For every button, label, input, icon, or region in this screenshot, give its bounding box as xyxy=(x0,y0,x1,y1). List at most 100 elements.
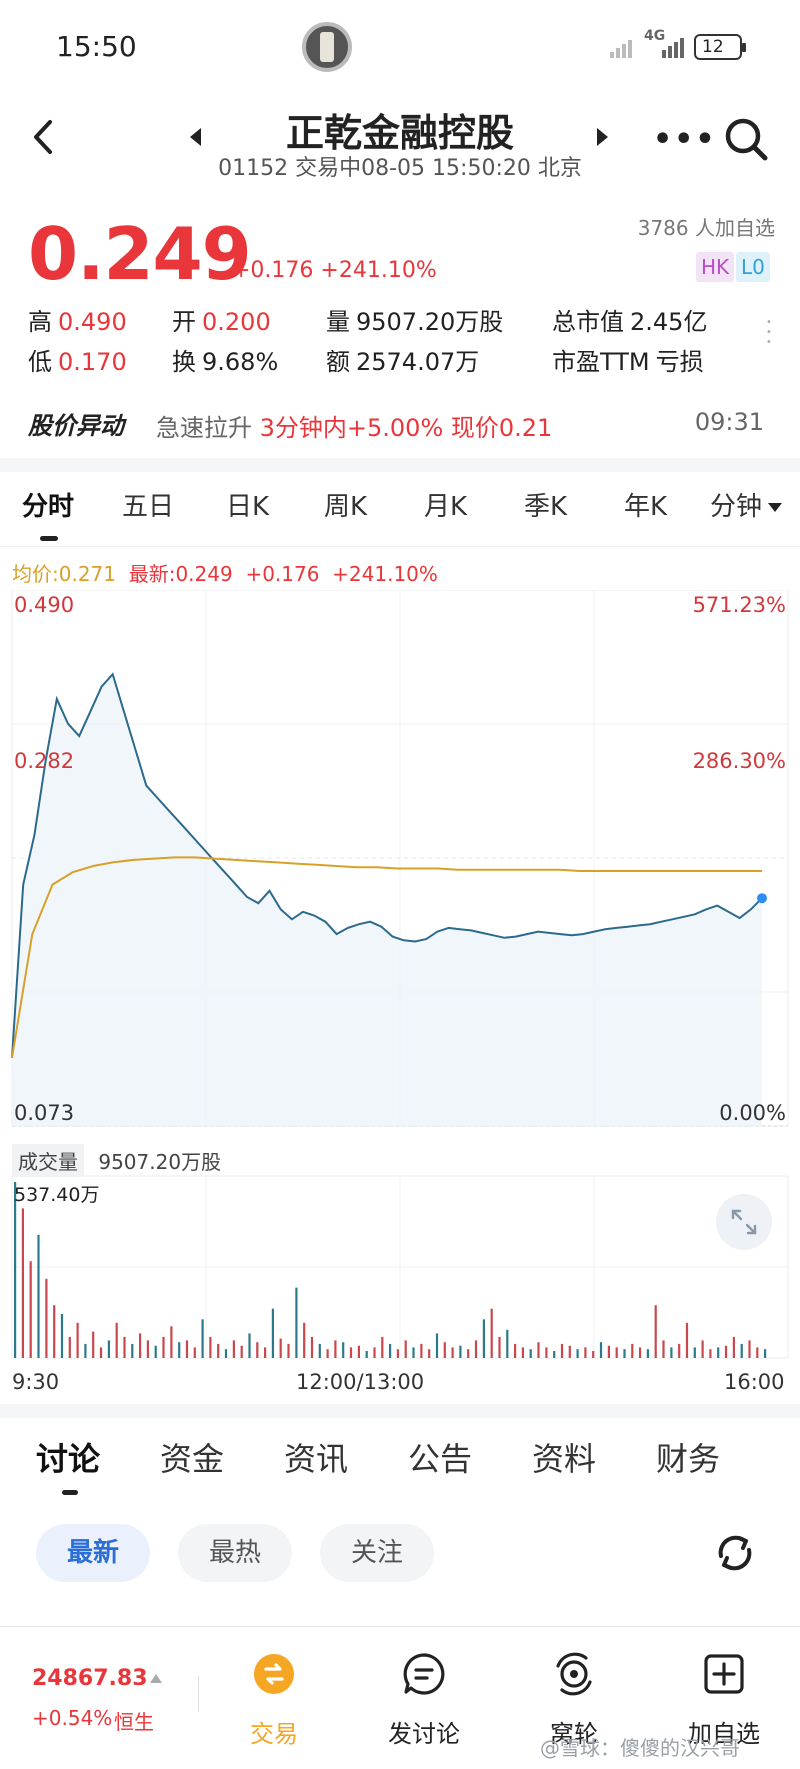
more-icon[interactable]: ••• xyxy=(653,122,717,157)
stat-open: 开 0.200 xyxy=(172,308,271,336)
tab-news[interactable]: 资讯 xyxy=(284,1440,349,1478)
volume-header: 成交量 9507.20万股 xyxy=(12,1144,221,1177)
next-stock-icon[interactable] xyxy=(597,128,608,146)
volume-bar xyxy=(764,1349,767,1358)
expand-stats-icon[interactable]: • • • xyxy=(766,317,772,348)
add-watchlist-icon[interactable] xyxy=(702,1652,746,1696)
index-value[interactable]: 24867.83 xyxy=(32,1666,148,1691)
nav-warrant[interactable]: 窝轮 xyxy=(550,1720,598,1748)
filter-following[interactable]: 关注 xyxy=(320,1524,434,1582)
alert-time: 09:31 xyxy=(694,408,764,436)
level-badge: L0 xyxy=(736,252,770,282)
prev-stock-icon[interactable] xyxy=(190,128,201,146)
nav-add-watchlist[interactable]: 加自选 xyxy=(688,1720,760,1748)
tab-quarterly-k[interactable]: 季K xyxy=(524,492,568,522)
volume-bar xyxy=(271,1308,274,1358)
volume-bar xyxy=(178,1342,181,1358)
stat-amount: 额 2574.07万 xyxy=(326,348,480,376)
volume-bar xyxy=(568,1345,571,1358)
warrant-icon[interactable] xyxy=(552,1652,596,1696)
volume-bar xyxy=(490,1308,493,1358)
tab-weekly-k[interactable]: 周K xyxy=(324,492,368,522)
volume-bar xyxy=(607,1345,610,1358)
chart-tabs: 分时 五日 日K 周K 月K 季K 年K 分钟 xyxy=(0,486,800,542)
volume-bar xyxy=(131,1343,134,1358)
y-axis-left-label: 0.282 xyxy=(14,749,74,773)
back-icon[interactable] xyxy=(28,118,58,156)
y-axis-right-label: 286.30% xyxy=(693,749,786,773)
trade-icon[interactable] xyxy=(252,1652,296,1696)
volume-label: 成交量 xyxy=(12,1144,84,1177)
volume-bar xyxy=(381,1336,384,1358)
search-icon[interactable] xyxy=(723,116,769,162)
tab-financials[interactable]: 财务 xyxy=(656,1440,721,1478)
volume-bar xyxy=(459,1345,462,1358)
legend-latest: 最新:0.249 xyxy=(128,562,233,586)
volume-bar xyxy=(654,1305,657,1358)
tab-five-day[interactable]: 五日 xyxy=(122,492,175,522)
volume-total: 9507.20万股 xyxy=(98,1150,222,1174)
volume-bar xyxy=(193,1347,196,1358)
battery-icon: 12 xyxy=(694,34,746,60)
tab-profile[interactable]: 资料 xyxy=(532,1440,597,1478)
fullscreen-icon[interactable] xyxy=(716,1194,772,1250)
index-change: +0.54% xyxy=(32,1706,113,1730)
volume-bar xyxy=(185,1340,189,1358)
volume-bar xyxy=(443,1342,446,1358)
stat-low: 低 0.170 xyxy=(28,348,127,376)
chart-legend: 均价:0.271 最新:0.249 +0.176 +241.10% xyxy=(12,558,438,587)
post-discussion-icon[interactable] xyxy=(402,1652,446,1696)
volume-bar xyxy=(21,1208,24,1358)
volume-bar xyxy=(139,1333,142,1358)
volume-max-label: 537.40万 xyxy=(14,1184,100,1206)
volume-bar xyxy=(435,1333,439,1358)
volume-bar xyxy=(123,1336,126,1358)
volume-bar xyxy=(553,1351,556,1358)
volume-bar xyxy=(232,1340,235,1358)
volume-bar xyxy=(389,1343,392,1358)
volume-bar xyxy=(76,1322,79,1358)
tab-discussion[interactable]: 讨论 xyxy=(36,1440,101,1478)
volume-bar xyxy=(29,1261,32,1358)
volume-bar xyxy=(560,1343,564,1358)
volume-bar xyxy=(474,1340,478,1358)
tab-yearly-k[interactable]: 年K xyxy=(624,492,668,522)
stat-market-cap: 总市值 2.45亿 xyxy=(552,308,708,336)
legend-pct: +241.10% xyxy=(332,562,438,586)
bottom-divider xyxy=(198,1676,199,1712)
chevron-down-icon xyxy=(768,503,783,512)
volume-bar xyxy=(357,1345,360,1358)
bottom-bar xyxy=(0,1626,800,1769)
tab-announcements[interactable]: 公告 xyxy=(408,1440,473,1478)
volume-bar xyxy=(482,1319,485,1358)
volume-bar xyxy=(724,1345,728,1358)
volume-bar xyxy=(467,1349,470,1358)
tab-minute[interactable]: 分钟 xyxy=(710,486,783,523)
refresh-icon[interactable] xyxy=(712,1530,758,1576)
filter-latest[interactable]: 最新 xyxy=(36,1524,150,1582)
cell-signal-icon xyxy=(662,32,684,58)
nav-post-discussion[interactable]: 发讨论 xyxy=(388,1720,460,1748)
volume-bar xyxy=(756,1347,759,1358)
nav-trade[interactable]: 交易 xyxy=(250,1720,298,1748)
tab-active-indicator xyxy=(40,536,58,541)
tab-daily-k[interactable]: 日K xyxy=(226,492,270,522)
y-axis-right-label: 0.00% xyxy=(719,1101,786,1125)
alert-text[interactable]: 急速拉升 3分钟内+5.00% 现价0.21 xyxy=(156,414,553,442)
volume-bar xyxy=(310,1336,314,1358)
tab-intraday[interactable]: 分时 xyxy=(22,492,75,522)
volume-bar xyxy=(318,1343,321,1358)
legend-avg: 均价:0.271 xyxy=(12,562,116,586)
volume-bar xyxy=(248,1333,251,1358)
volume-bar xyxy=(107,1340,110,1358)
signal-icon xyxy=(610,32,632,58)
tab-monthly-k[interactable]: 月K xyxy=(424,492,468,522)
tab-capital[interactable]: 资金 xyxy=(160,1440,225,1478)
intraday-chart[interactable]: 0.490 0.282 0.073 571.23% 286.30% 0.00% xyxy=(0,590,800,1380)
content-tabs: 讨论 资金 资讯 公告 资料 财务 xyxy=(0,1434,800,1494)
volume-bar xyxy=(115,1322,118,1358)
filter-hot[interactable]: 最热 xyxy=(178,1524,292,1582)
price-area xyxy=(12,674,762,1126)
volume-bar xyxy=(209,1336,212,1358)
stat-high: 高 0.490 xyxy=(28,308,127,336)
